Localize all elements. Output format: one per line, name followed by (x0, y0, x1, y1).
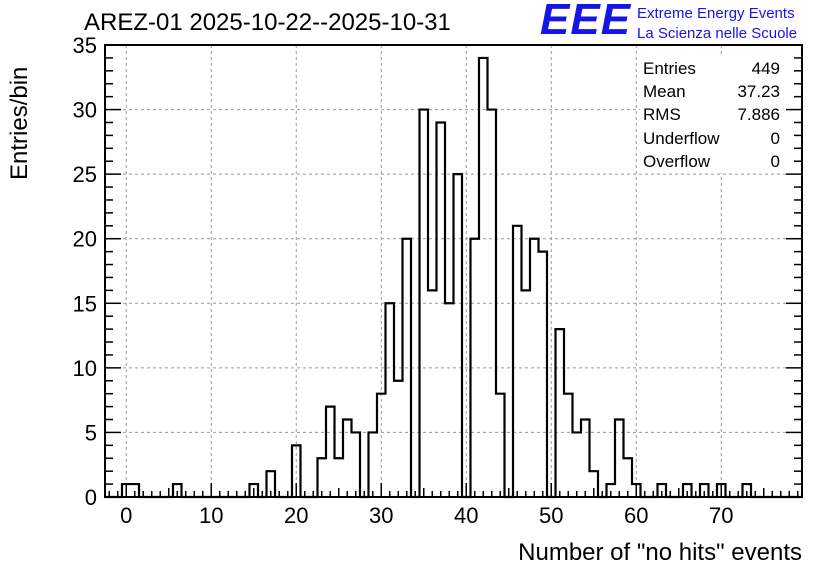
y-tick-label: 15 (73, 291, 97, 316)
x-tick-label: 60 (624, 503, 648, 528)
stat-value: 0 (770, 151, 780, 171)
x-tick-label: 40 (454, 503, 478, 528)
y-axis-label: Entries/bin (6, 66, 33, 180)
stat-row-rms: RMS 7.886 (640, 103, 786, 126)
plot-frame (104, 44, 803, 498)
x-tick-label: 50 (539, 503, 563, 528)
y-tick-label: 20 (73, 227, 97, 252)
stat-label: Entries (643, 59, 696, 78)
y-tick-label: 35 (73, 33, 97, 58)
y-tick-label: 5 (85, 420, 97, 445)
eee-logo: EEE Extreme Energy Events La Scienza nel… (540, 0, 830, 44)
x-tick-label: 70 (709, 503, 733, 528)
stat-label: Overflow (643, 151, 711, 171)
tick-labels: 0 10 20 30 40 50 60 70 0 5 10 15 20 25 30 35 (73, 33, 734, 528)
stat-row-mean: Mean 37.23 (640, 80, 786, 103)
x-tick-label: 20 (284, 503, 308, 528)
x-tick-label: 10 (199, 503, 223, 528)
logo-line-2: La Scienza nelle Scuole (637, 25, 798, 42)
y-tick-label: 10 (73, 356, 97, 381)
stat-row-overflow: Overflow 0 (640, 150, 786, 173)
stat-value: 7.886 (737, 105, 780, 125)
eee-logo-mark: EEE (540, 0, 632, 44)
x-tick-label: 0 (120, 503, 132, 528)
y-tick-label: 25 (73, 162, 97, 187)
y-tick-label: 30 (73, 98, 97, 123)
stat-value: 37.23 (737, 82, 780, 102)
stat-label: Underflow (643, 128, 720, 148)
stat-label: Mean (643, 82, 686, 102)
stat-value: 0 (770, 128, 780, 148)
stat-row-entries: Entries 449 (640, 57, 786, 80)
y-tick-label: 0 (85, 485, 97, 510)
logo-line-1: Extreme Energy Events (637, 5, 795, 22)
axes (104, 44, 803, 498)
x-axis-label: Number of "no hits" events (518, 539, 802, 566)
chart-title: AREZ-01 2025-10-22--2025-10-31 (84, 9, 451, 36)
x-tick-label: 30 (369, 503, 393, 528)
stats-box: Entries 449 Mean 37.23 RMS 7.886 Underfl… (640, 57, 786, 174)
stat-label: RMS (643, 105, 681, 125)
stat-value: 449 (751, 59, 780, 78)
stat-row-underflow: Underflow 0 (640, 127, 786, 150)
